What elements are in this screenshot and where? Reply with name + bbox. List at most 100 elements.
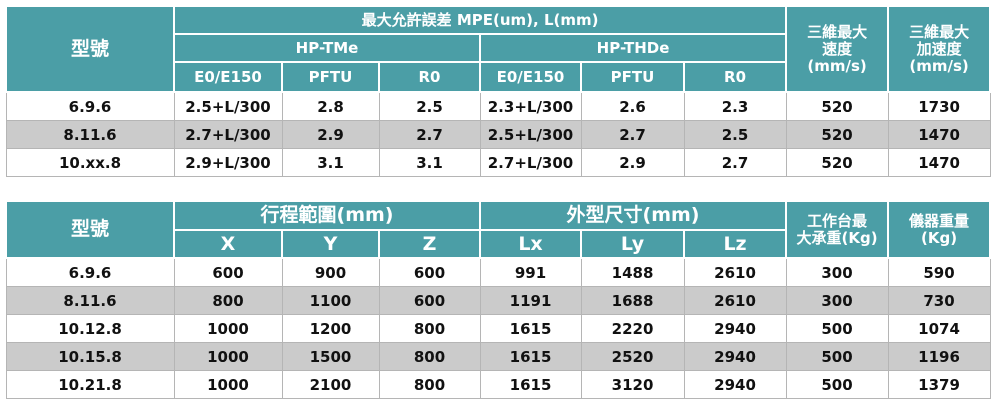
cell: 2.5+L/300 [479,120,582,149]
cell: 500 [785,342,889,371]
cell: 900 [281,257,380,287]
tolerance-header: 最大允許誤差 MPE(um), L(mm) [172,5,788,35]
cell: 500 [785,370,889,399]
header-line: (Kg) [920,228,958,247]
group-header: HP-THDe [478,33,788,63]
dimension-table: 型號 行程範圍(mm) 外型尺寸(mm) 工作台最 大承重(Kg) 儀器重量 (Kg… [5,200,992,399]
cell: 1470 [887,148,991,177]
table-row: 10.15.8 1000 1500 800 1615 2520 2940 500 1196 [5,342,991,371]
sub-header: PFTU [580,61,685,93]
model-header: 型號 [5,5,175,93]
cell: 300 [785,286,889,315]
cell: 2220 [580,314,685,343]
sub-header: R0 [378,61,481,93]
header-line: 工作台最 [807,211,868,230]
table-row: 10.xx.8 2.9+L/300 3.1 3.1 2.7+L/300 2.9 2.7 520… [5,148,991,177]
speed-header: 三維最大 速度 (mm/s) [785,5,890,93]
cell: 3120 [580,370,685,399]
load-header: 工作台最 大承重(Kg) [785,200,890,259]
model-cell: 10.12.8 [5,314,175,343]
cell: 1200 [281,314,380,343]
cell: 600 [378,286,481,315]
dims-header: 外型尺寸(mm) [479,200,788,231]
sub-header: Lz [683,229,788,259]
cell: 1470 [887,120,991,149]
sub-header: R0 [682,61,788,93]
sub-header: Z [377,229,482,259]
cell: 520 [785,148,889,177]
cell: 800 [378,370,481,399]
cell: 500 [785,314,889,343]
cell: 2940 [683,370,787,399]
sub-header: E0/E150 [479,61,582,93]
header-line: 加速度 [916,39,962,58]
accel-header: 三維最大 加速度 (mm/s) [887,5,992,93]
sub-header: X [173,229,283,259]
cell: 2.5 [378,91,481,121]
sub-header: Lx [479,229,583,259]
cell: 1100 [281,286,380,315]
cell: 1688 [580,286,685,315]
cell: 590 [887,257,991,287]
cell: 1191 [479,286,582,315]
cell: 2610 [683,257,787,287]
cell: 2.6 [580,91,685,121]
header-line: (mm/s) [909,56,969,75]
cell: 1074 [887,314,991,343]
table-row: 10.12.8 1000 1200 800 1615 2220 2940 500 1074 [5,314,991,343]
cell: 3.1 [281,148,380,177]
cell: 3.1 [378,148,481,177]
cell: 2940 [683,314,787,343]
header-line: 三維最大 [807,22,868,41]
cell: 1615 [479,370,582,399]
cell: 1379 [887,370,991,399]
cell: 2.7+L/300 [173,120,283,149]
cell: 2940 [683,342,787,371]
sub-header: E0/E150 [173,61,283,93]
cell: 2.7 [580,120,685,149]
sub-header: Ly [580,229,686,259]
cell: 800 [378,342,481,371]
cell: 991 [479,257,582,287]
cell: 2610 [683,286,787,315]
cell: 2.9+L/300 [173,148,283,177]
group-header: HP-TMe [173,33,481,63]
cell: 1615 [479,342,582,371]
cell: 1196 [887,342,991,371]
cell: 2520 [580,342,685,371]
cell: 1000 [173,314,283,343]
cell: 2.7 [378,120,481,149]
model-cell: 10.15.8 [5,342,175,371]
table-row: 6.9.6 600 900 600 991 1488 2610 300 590 [5,257,991,287]
cell: 2.7 [683,148,787,177]
cell: 2.3 [683,91,787,121]
header-line: 大承重(Kg) [796,228,878,247]
cell: 600 [173,257,283,287]
cell: 800 [378,314,481,343]
model-cell: 10.21.8 [5,370,175,399]
cell: 730 [887,286,991,315]
cell: 2.9 [580,148,685,177]
cell: 2.8 [281,91,380,121]
cell: 300 [785,257,889,287]
cell: 800 [173,286,283,315]
table-row: 8.11.6 800 1100 600 1191 1688 2610 300 730 [5,286,991,315]
model-header: 型號 [5,200,175,259]
cell: 1000 [173,342,283,371]
weight-header: 儀器重量 (Kg) [887,200,992,259]
model-cell: 6.9.6 [5,91,175,121]
cell: 600 [378,257,481,287]
tolerance-table: 型號 最大允許誤差 MPE(um), L(mm) 三維最大 速度 (mm/s) 三維… [5,5,992,177]
sub-header: Y [281,229,380,259]
cell: 520 [785,120,889,149]
cell: 1615 [479,314,582,343]
cell: 2.5+L/300 [173,91,283,121]
model-cell: 8.11.6 [5,120,175,149]
cell: 1000 [173,370,283,399]
model-cell: 8.11.6 [5,286,175,315]
table-row: 10.21.8 1000 2100 800 1615 3120 2940 500 1379 [5,370,991,399]
header-line: 三維最大 [909,22,970,41]
cell: 1730 [887,91,991,121]
header-line: (mm/s) [807,56,867,75]
